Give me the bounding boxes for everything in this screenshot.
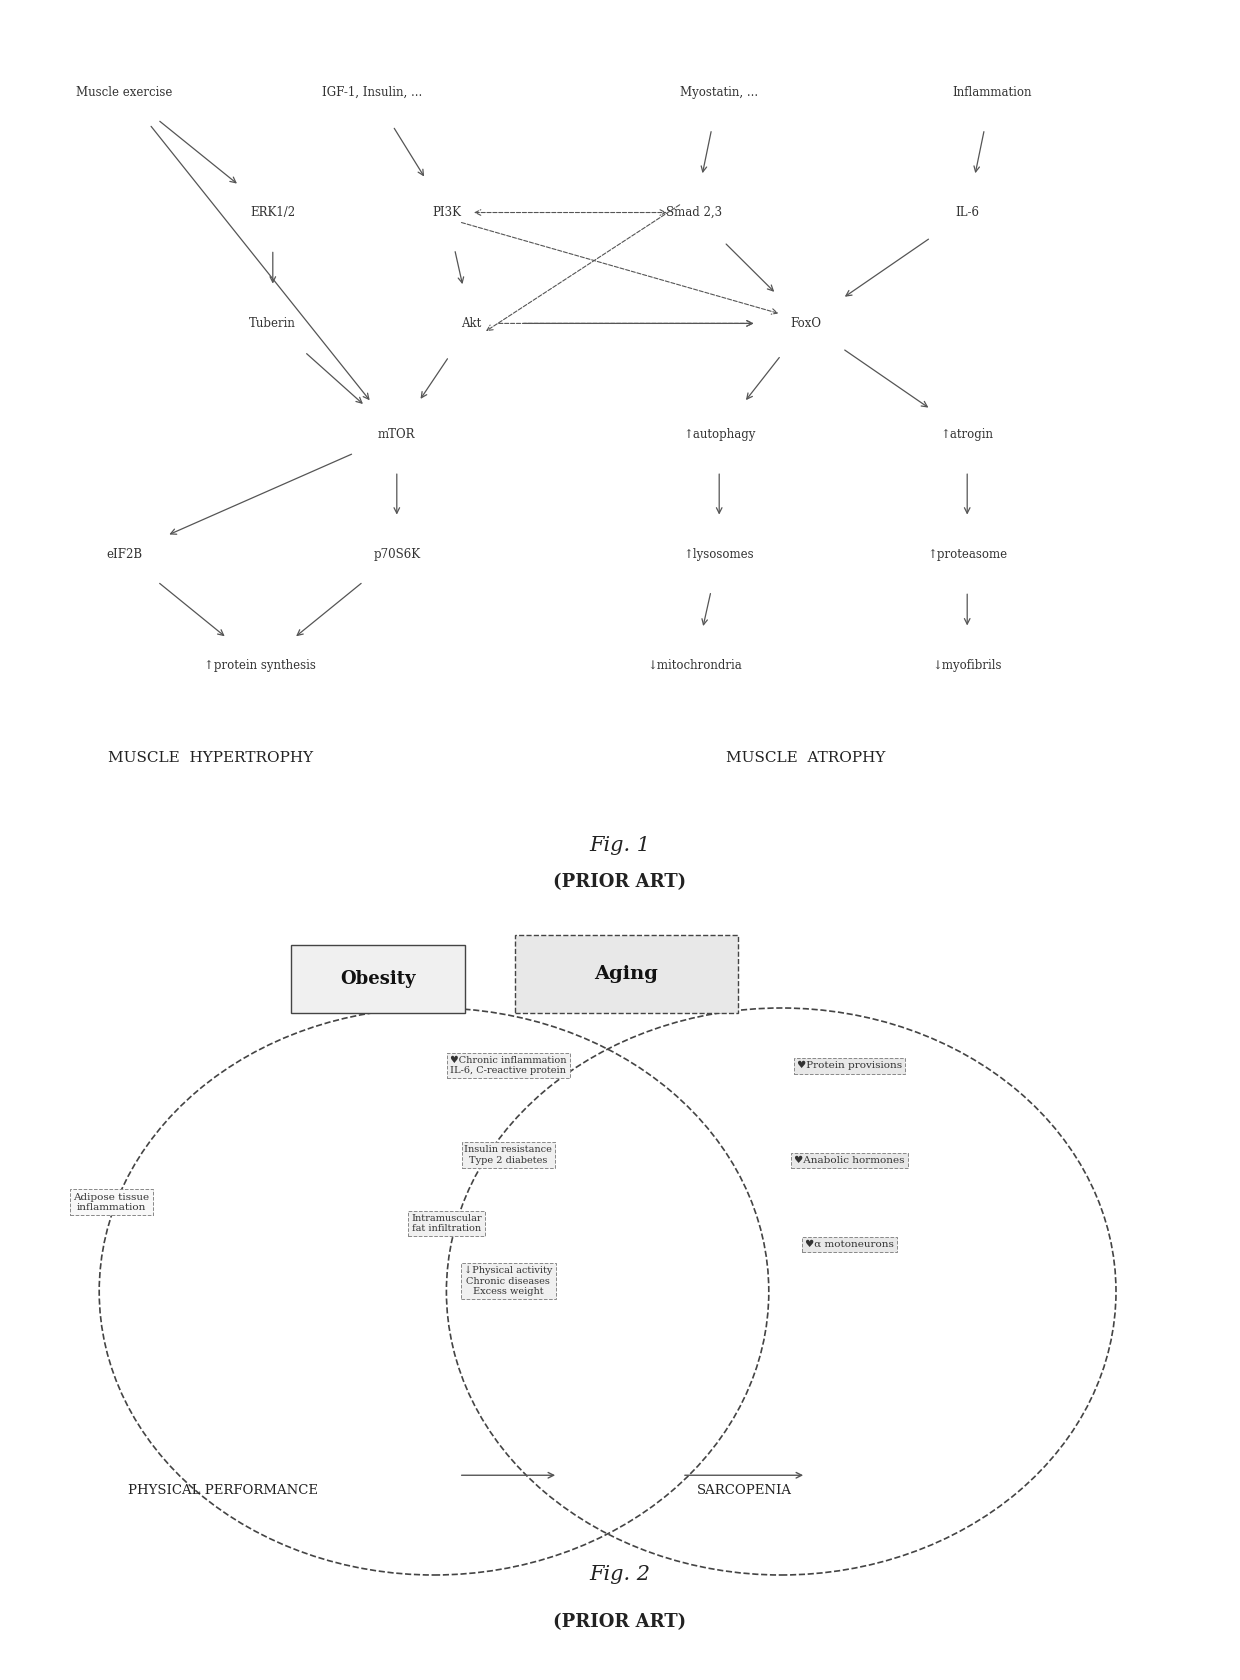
Text: p70S6K: p70S6K xyxy=(373,548,420,561)
Text: ↓myofibrils: ↓myofibrils xyxy=(932,659,1002,672)
Text: ♥Anabolic hormones: ♥Anabolic hormones xyxy=(794,1156,905,1164)
Text: ↑atrogin: ↑atrogin xyxy=(941,428,993,440)
Text: Smad 2,3: Smad 2,3 xyxy=(666,207,723,218)
Text: ↑proteasome: ↑proteasome xyxy=(928,548,1007,561)
Text: (PRIOR ART): (PRIOR ART) xyxy=(553,874,687,892)
Text: IGF-1, Insulin, ...: IGF-1, Insulin, ... xyxy=(322,86,422,99)
Text: ↑lysosomes: ↑lysosomes xyxy=(684,548,754,561)
Text: Obesity: Obesity xyxy=(341,969,415,988)
Text: Akt: Akt xyxy=(461,318,481,329)
Text: Myostatin, ...: Myostatin, ... xyxy=(680,86,759,99)
Text: PI3K: PI3K xyxy=(432,207,461,218)
Text: ♥Protein provisions: ♥Protein provisions xyxy=(797,1062,901,1070)
Text: Tuberin: Tuberin xyxy=(249,318,296,329)
Text: ♥α motoneurons: ♥α motoneurons xyxy=(805,1240,894,1248)
Text: Fig. 1: Fig. 1 xyxy=(589,837,651,855)
Text: MUSCLE  ATROPHY: MUSCLE ATROPHY xyxy=(727,751,885,764)
Text: Insulin resistance
Type 2 diabetes: Insulin resistance Type 2 diabetes xyxy=(465,1146,552,1164)
Text: ↓Physical activity
Chronic diseases
Excess weight: ↓Physical activity Chronic diseases Exce… xyxy=(464,1267,553,1295)
Text: IL-6: IL-6 xyxy=(955,207,980,218)
Text: ↓mitochrondria: ↓mitochrondria xyxy=(647,659,742,672)
Text: SARCOPENIA: SARCOPENIA xyxy=(697,1485,791,1497)
FancyBboxPatch shape xyxy=(291,944,465,1013)
FancyBboxPatch shape xyxy=(515,934,738,1013)
Text: ERK1/2: ERK1/2 xyxy=(250,207,295,218)
Text: eIF2B: eIF2B xyxy=(105,548,143,561)
Text: ↑autophagy: ↑autophagy xyxy=(683,428,755,440)
Text: (PRIOR ART): (PRIOR ART) xyxy=(553,1613,687,1631)
Text: Adipose tissue
inflammation: Adipose tissue inflammation xyxy=(73,1193,150,1211)
Text: PHYSICAL PERFORMANCE: PHYSICAL PERFORMANCE xyxy=(128,1485,319,1497)
Text: ↑protein synthesis: ↑protein synthesis xyxy=(205,659,316,672)
Text: Inflammation: Inflammation xyxy=(952,86,1032,99)
Text: Aging: Aging xyxy=(594,964,658,983)
Text: MUSCLE  HYPERTROPHY: MUSCLE HYPERTROPHY xyxy=(108,751,314,764)
Text: Intramuscular
fat infiltration: Intramuscular fat infiltration xyxy=(412,1213,481,1233)
Text: Fig. 2: Fig. 2 xyxy=(589,1566,651,1584)
Text: Muscle exercise: Muscle exercise xyxy=(76,86,172,99)
Text: FoxO: FoxO xyxy=(791,318,821,329)
Text: ♥Chronic inflammation
IL-6, C-reactive protein: ♥Chronic inflammation IL-6, C-reactive p… xyxy=(450,1057,567,1075)
Text: mTOR: mTOR xyxy=(378,428,415,440)
